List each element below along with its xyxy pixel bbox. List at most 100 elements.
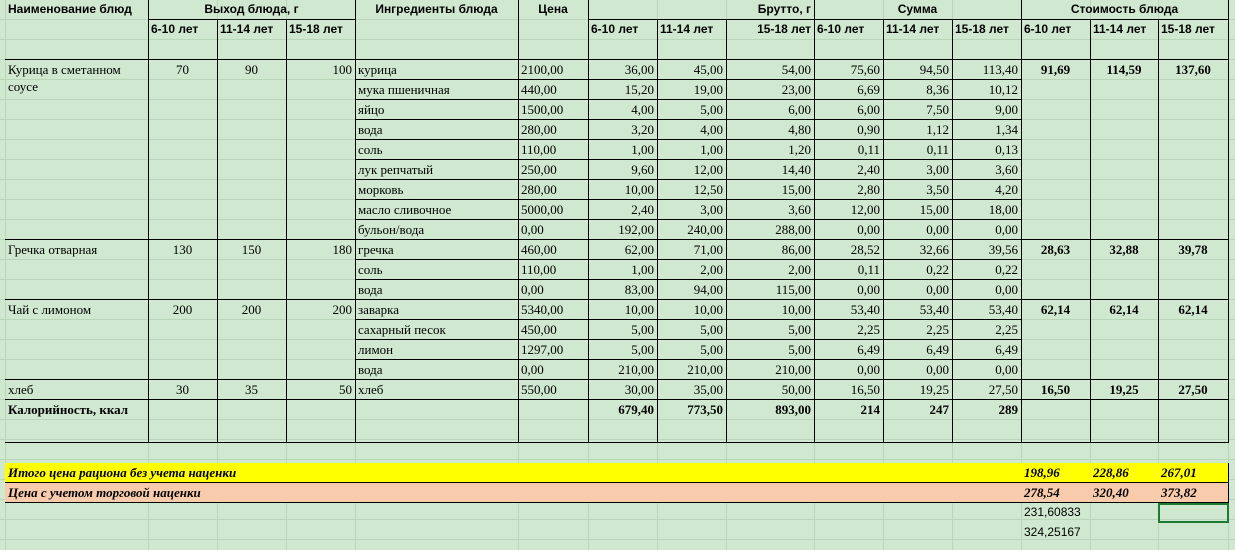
dish-cost[interactable]: 27,50 bbox=[1158, 380, 1229, 400]
price[interactable]: 5340,00 bbox=[518, 300, 589, 320]
gross[interactable]: 36,00 bbox=[588, 60, 658, 80]
markup-value[interactable]: 373,82 bbox=[1158, 483, 1229, 503]
header-cell[interactable]: Сумма bbox=[814, 0, 1022, 20]
cell[interactable] bbox=[1021, 400, 1091, 443]
sum[interactable]: 32,66 bbox=[883, 240, 953, 260]
calories-sum[interactable]: 214 bbox=[814, 400, 884, 443]
calories-gross[interactable]: 679,40 bbox=[588, 400, 658, 443]
price[interactable]: 5000,00 bbox=[518, 200, 589, 220]
sum[interactable]: 0,11 bbox=[883, 140, 953, 160]
total-label[interactable]: Итого цена рациона без учета наценки bbox=[5, 463, 1022, 483]
price[interactable]: 550,00 bbox=[518, 380, 589, 400]
ingredient[interactable]: вода bbox=[355, 120, 519, 140]
dish-cost[interactable]: 137,60 bbox=[1158, 60, 1229, 240]
gross[interactable]: 1,00 bbox=[657, 140, 727, 160]
dish-yield[interactable]: 70 bbox=[148, 60, 218, 240]
gross[interactable]: 3,20 bbox=[588, 120, 658, 140]
sum[interactable]: 94,50 bbox=[883, 60, 953, 80]
gross[interactable]: 5,00 bbox=[726, 340, 815, 360]
sum[interactable]: 8,36 bbox=[883, 80, 953, 100]
calories-sum[interactable]: 289 bbox=[952, 400, 1022, 443]
header-cell[interactable]: 15-18 лет bbox=[286, 20, 356, 60]
gross[interactable]: 35,00 bbox=[657, 380, 727, 400]
dish-name[interactable]: Чай с лимоном bbox=[5, 300, 149, 380]
header-cell[interactable]: 15-18 лет bbox=[1158, 20, 1229, 60]
dish-yield[interactable]: 50 bbox=[286, 380, 356, 400]
ingredient[interactable]: лимон bbox=[355, 340, 519, 360]
gross[interactable]: 288,00 bbox=[726, 220, 815, 240]
price[interactable]: 110,00 bbox=[518, 260, 589, 280]
ingredient[interactable]: бульон/вода bbox=[355, 220, 519, 240]
price[interactable]: 0,00 bbox=[518, 280, 589, 300]
sum[interactable]: 0,00 bbox=[952, 220, 1022, 240]
sum[interactable]: 0,00 bbox=[814, 220, 884, 240]
sum[interactable]: 0,00 bbox=[952, 360, 1022, 380]
sum[interactable]: 0,13 bbox=[952, 140, 1022, 160]
sum[interactable]: 6,69 bbox=[814, 80, 884, 100]
gross[interactable]: 3,60 bbox=[726, 200, 815, 220]
dish-yield[interactable]: 90 bbox=[217, 60, 287, 240]
sum[interactable]: 9,00 bbox=[952, 100, 1022, 120]
gross[interactable]: 86,00 bbox=[726, 240, 815, 260]
dish-yield[interactable]: 200 bbox=[286, 300, 356, 380]
gross[interactable]: 2,00 bbox=[657, 260, 727, 280]
dish-yield[interactable]: 200 bbox=[217, 300, 287, 380]
sum[interactable]: 10,12 bbox=[952, 80, 1022, 100]
sum[interactable]: 16,50 bbox=[814, 380, 884, 400]
calories-sum[interactable]: 247 bbox=[883, 400, 953, 443]
sum[interactable]: 53,40 bbox=[883, 300, 953, 320]
sum[interactable]: 6,49 bbox=[883, 340, 953, 360]
sum[interactable]: 0,00 bbox=[814, 360, 884, 380]
price[interactable]: 280,00 bbox=[518, 180, 589, 200]
sum[interactable]: 2,80 bbox=[814, 180, 884, 200]
header-cell[interactable]: 6-10 лет bbox=[1021, 20, 1091, 60]
sum[interactable]: 15,00 bbox=[883, 200, 953, 220]
gross[interactable]: 5,00 bbox=[726, 320, 815, 340]
sum[interactable]: 1,12 bbox=[883, 120, 953, 140]
gross[interactable]: 4,00 bbox=[657, 120, 727, 140]
sum[interactable]: 0,11 bbox=[814, 140, 884, 160]
header-cell[interactable]: 11-14 лет bbox=[883, 20, 953, 60]
sum[interactable]: 53,40 bbox=[814, 300, 884, 320]
cell[interactable] bbox=[355, 400, 519, 443]
gross[interactable]: 10,00 bbox=[726, 300, 815, 320]
price[interactable]: 110,00 bbox=[518, 140, 589, 160]
sum[interactable]: 0,00 bbox=[883, 220, 953, 240]
dish-yield[interactable]: 200 bbox=[148, 300, 218, 380]
sum[interactable]: 53,40 bbox=[952, 300, 1022, 320]
price[interactable]: 1297,00 bbox=[518, 340, 589, 360]
ingredient[interactable]: соль bbox=[355, 260, 519, 280]
price[interactable]: 450,00 bbox=[518, 320, 589, 340]
ingredient[interactable]: яйцо bbox=[355, 100, 519, 120]
ingredient[interactable]: гречка bbox=[355, 240, 519, 260]
price[interactable]: 280,00 bbox=[518, 120, 589, 140]
price[interactable]: 1500,00 bbox=[518, 100, 589, 120]
markup-value[interactable]: 278,54 bbox=[1021, 483, 1091, 503]
calories-gross[interactable]: 893,00 bbox=[726, 400, 815, 443]
total-value[interactable]: 267,01 bbox=[1158, 463, 1229, 483]
sum[interactable]: 28,52 bbox=[814, 240, 884, 260]
gross[interactable]: 94,00 bbox=[657, 280, 727, 300]
header-cell[interactable]: 11-14 лет bbox=[1090, 20, 1159, 60]
sum[interactable]: 39,56 bbox=[952, 240, 1022, 260]
markup-value[interactable]: 320,40 bbox=[1090, 483, 1159, 503]
price[interactable]: 440,00 bbox=[518, 80, 589, 100]
calories-gross[interactable]: 773,50 bbox=[657, 400, 727, 443]
dish-cost[interactable]: 91,69 bbox=[1021, 60, 1091, 240]
sum[interactable]: 0,00 bbox=[952, 280, 1022, 300]
dish-cost[interactable]: 114,59 bbox=[1090, 60, 1159, 240]
gross[interactable]: 192,00 bbox=[588, 220, 658, 240]
sum[interactable]: 27,50 bbox=[952, 380, 1022, 400]
cell[interactable] bbox=[1090, 400, 1159, 443]
gross[interactable]: 10,00 bbox=[657, 300, 727, 320]
ingredient[interactable]: морковь bbox=[355, 180, 519, 200]
header-cell[interactable]: 15-18 лет bbox=[952, 20, 1022, 60]
header-cell[interactable]: Ингредиенты блюда bbox=[355, 0, 519, 60]
sum[interactable]: 3,50 bbox=[883, 180, 953, 200]
sum[interactable]: 6,49 bbox=[814, 340, 884, 360]
calories-label[interactable]: Калорийность, ккал bbox=[5, 400, 149, 443]
dish-yield[interactable]: 130 bbox=[148, 240, 218, 300]
gross[interactable]: 23,00 bbox=[726, 80, 815, 100]
header-cell[interactable]: 11-14 лет bbox=[657, 20, 727, 60]
gross[interactable]: 5,00 bbox=[588, 340, 658, 360]
